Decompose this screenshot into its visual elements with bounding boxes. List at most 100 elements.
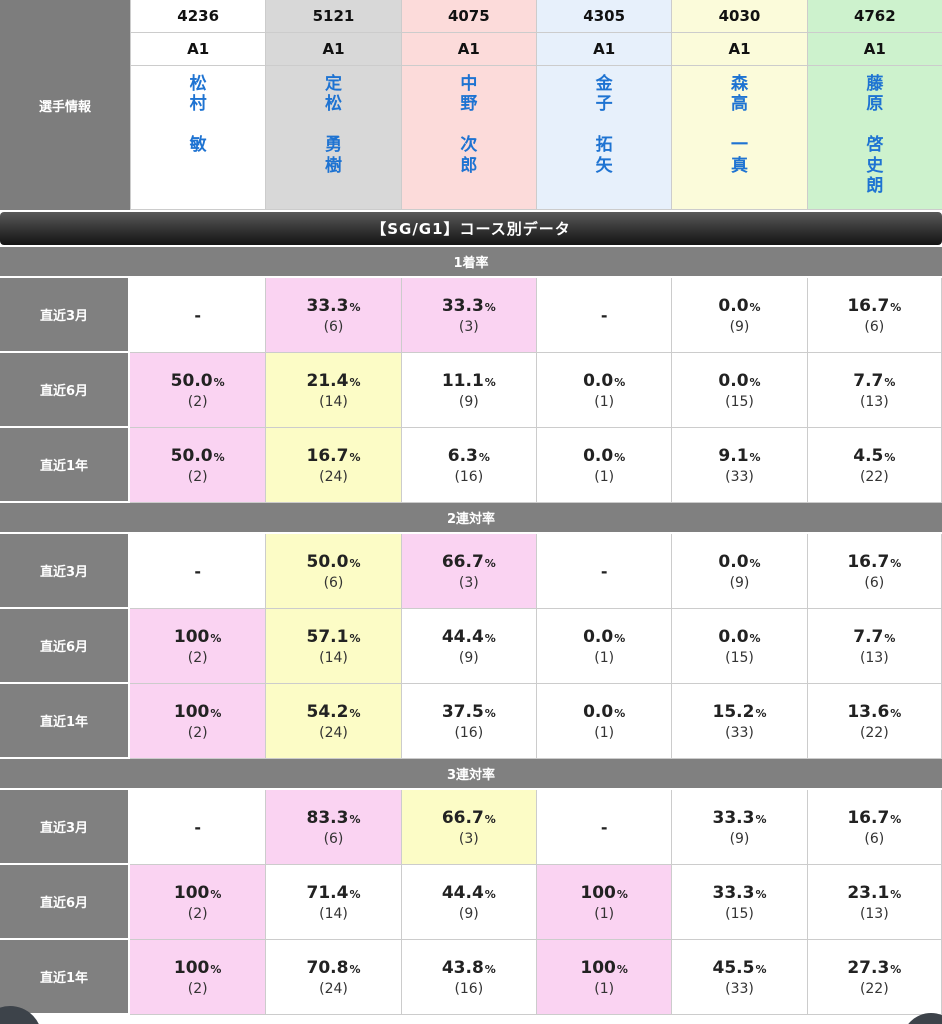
stat-value-line: 23.1% xyxy=(847,883,901,903)
stat-value: - xyxy=(600,561,608,581)
stat-count: (33) xyxy=(725,724,754,741)
table-row: 直近3月 - 33.3% (6) 33.3% (3) - 0.0% (9) 16.7% (6) xyxy=(0,278,942,353)
percent-sign: % xyxy=(484,812,496,826)
stat-cell: 16.7% (6) xyxy=(806,790,942,865)
stat-count: (9) xyxy=(729,318,750,335)
player-name-link[interactable]: 藤 原 啓 史 朗 xyxy=(806,66,942,210)
percent-sign: % xyxy=(884,450,896,464)
percent-sign: % xyxy=(349,962,361,976)
percent-sign: % xyxy=(614,375,626,389)
stat-value-line: 33.3% xyxy=(713,883,767,903)
player-name-text: 金 子 拓 矢 xyxy=(595,74,613,176)
stat-count: (22) xyxy=(859,724,889,741)
player-name-link[interactable]: 定 松 勇 樹 xyxy=(265,66,401,210)
stat-value: 33.3 xyxy=(441,295,484,316)
player-registration-number: 4075 xyxy=(400,0,536,33)
stat-cell: 23.1% (13) xyxy=(806,865,942,940)
player-name-link[interactable]: 松 村 敏 xyxy=(130,66,266,210)
stat-cell: 21.4% (14) xyxy=(265,353,401,428)
stat-cell: 16.7% (6) xyxy=(806,534,942,609)
percent-sign: % xyxy=(614,631,626,645)
stat-value-line: 11.1% xyxy=(442,371,496,391)
stat-value-line: 44.4% xyxy=(442,627,496,647)
stat-count: (6) xyxy=(864,830,885,847)
stat-value-line: 100% xyxy=(174,627,222,647)
player-class-badge: A1 xyxy=(535,33,672,66)
stat-cell: 0.0% (1) xyxy=(535,684,672,759)
stat-cell: - xyxy=(535,790,672,865)
stat-cell: 0.0% (1) xyxy=(535,428,672,503)
stat-value: 71.4 xyxy=(306,882,349,903)
stat-count: (2) xyxy=(187,649,208,666)
stat-count: (2) xyxy=(187,980,208,997)
stat-section-header: 2連対率 xyxy=(0,503,942,534)
stat-count: (2) xyxy=(187,468,208,485)
stat-count: (22) xyxy=(859,468,889,485)
stat-value: 33.3 xyxy=(712,882,755,903)
stat-value-line: 0.0% xyxy=(718,552,760,572)
stat-value-line: 57.1% xyxy=(307,627,361,647)
stat-value-line: 44.4% xyxy=(442,883,496,903)
stat-value-line: 71.4% xyxy=(307,883,361,903)
stat-value: 0.0 xyxy=(718,551,749,572)
stat-value: 66.7 xyxy=(441,551,484,572)
percent-sign: % xyxy=(884,375,896,389)
percent-sign: % xyxy=(755,962,767,976)
stat-value-line: 16.7% xyxy=(847,808,901,828)
percent-sign: % xyxy=(614,706,626,720)
percent-sign: % xyxy=(884,631,896,645)
stat-cell: 100% (2) xyxy=(130,609,266,684)
table-row: 直近1年 50.0% (2) 16.7% (24) 6.3% (16) 0.0% (1) 9.1%… xyxy=(0,428,942,503)
floating-button-right[interactable] xyxy=(902,1013,942,1024)
stat-cell: 43.8% (16) xyxy=(400,940,536,1015)
player-class-badge: A1 xyxy=(130,33,266,66)
table-row: 直近3月 - 83.3% (6) 66.7% (3) - 33.3% (9) 16.7% (6) xyxy=(0,790,942,865)
percent-sign: % xyxy=(349,706,361,720)
player-name-text: 松 村 敏 xyxy=(189,74,207,156)
stat-cell: 6.3% (16) xyxy=(400,428,536,503)
percent-sign: % xyxy=(484,300,496,314)
stat-value-line: 66.7% xyxy=(442,552,496,572)
player-name-text: 定 松 勇 樹 xyxy=(324,74,342,176)
player-registration-number: 4030 xyxy=(671,0,807,33)
stat-count: (24) xyxy=(319,980,348,997)
percent-sign: % xyxy=(749,300,761,314)
stat-count: (33) xyxy=(725,980,754,997)
stat-count: (9) xyxy=(729,830,750,847)
stat-count: (16) xyxy=(454,980,484,997)
player-name-text: 森 高 一 真 xyxy=(730,74,748,176)
stat-count: (6) xyxy=(323,318,344,335)
player-name-link[interactable]: 金 子 拓 矢 xyxy=(535,66,672,210)
stat-value-line: 6.3% xyxy=(448,446,490,466)
stat-value: - xyxy=(194,561,201,581)
percent-sign: % xyxy=(749,556,761,570)
percent-sign: % xyxy=(755,706,767,720)
stat-value-line: 33.3% xyxy=(307,296,361,316)
percent-sign: % xyxy=(749,631,761,645)
percent-sign: % xyxy=(349,887,361,901)
stat-count: (13) xyxy=(859,393,889,410)
stat-value-line: 9.1% xyxy=(718,446,760,466)
stat-value-line: 50.0% xyxy=(171,446,225,466)
stat-value-line: 37.5% xyxy=(442,702,496,722)
percent-sign: % xyxy=(210,631,222,645)
stat-value-line: 7.7% xyxy=(853,627,895,647)
stat-value-line: 13.6% xyxy=(847,702,901,722)
stat-value: 0.0 xyxy=(718,626,749,647)
player-name-link[interactable]: 中 野 次 郎 xyxy=(400,66,536,210)
stat-count: (15) xyxy=(725,649,754,666)
player-name-link[interactable]: 森 高 一 真 xyxy=(671,66,807,210)
player-name-text: 藤 原 啓 史 朗 xyxy=(866,74,884,196)
stat-value-line: 100% xyxy=(174,958,222,978)
stat-value: - xyxy=(600,305,608,325)
percent-sign: % xyxy=(349,300,361,314)
stat-cell: 50.0% (2) xyxy=(130,353,266,428)
stat-value: 6.3 xyxy=(447,445,478,466)
stat-count: (14) xyxy=(319,905,348,922)
stat-value: 16.7 xyxy=(847,295,890,316)
stat-cell: 0.0% (9) xyxy=(671,278,807,353)
percent-sign: % xyxy=(213,450,225,464)
percent-sign: % xyxy=(890,962,902,976)
stat-count: (15) xyxy=(725,905,754,922)
stat-count: (1) xyxy=(594,980,615,997)
